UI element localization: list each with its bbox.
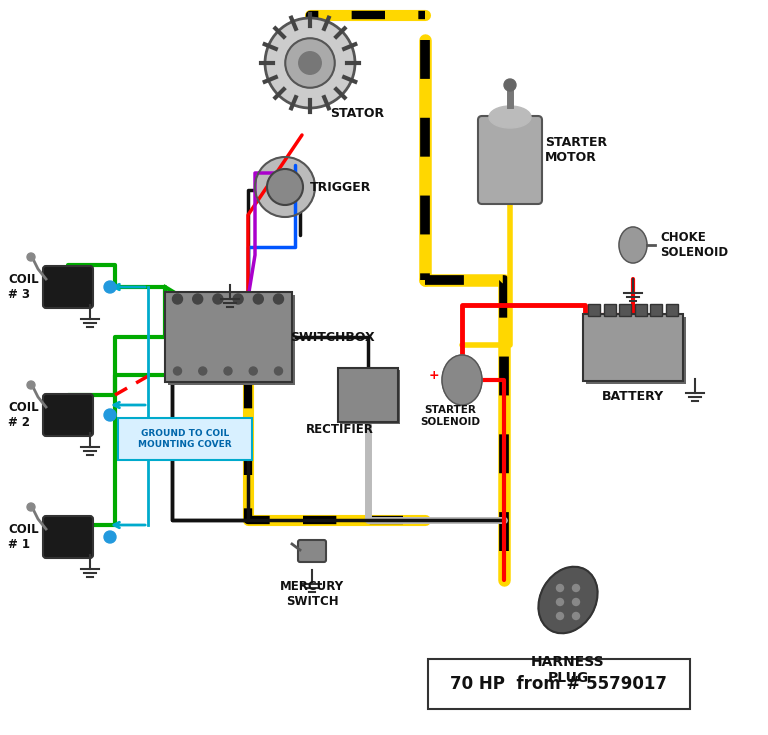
FancyBboxPatch shape [666, 304, 678, 315]
FancyBboxPatch shape [43, 516, 93, 558]
Circle shape [299, 51, 321, 74]
Circle shape [572, 598, 580, 606]
Circle shape [250, 367, 257, 375]
Circle shape [213, 294, 223, 304]
Circle shape [504, 79, 516, 91]
FancyBboxPatch shape [428, 659, 690, 709]
FancyBboxPatch shape [650, 304, 662, 315]
Text: COIL
# 3: COIL # 3 [8, 273, 38, 301]
Circle shape [557, 598, 564, 606]
Text: CHOKE
SOLENOID: CHOKE SOLENOID [660, 231, 728, 259]
Ellipse shape [489, 106, 531, 128]
Circle shape [199, 367, 207, 375]
Circle shape [253, 294, 263, 304]
FancyBboxPatch shape [340, 370, 400, 424]
FancyBboxPatch shape [588, 304, 600, 315]
Circle shape [557, 612, 564, 620]
FancyBboxPatch shape [338, 368, 398, 422]
FancyBboxPatch shape [298, 540, 326, 562]
Ellipse shape [442, 355, 482, 405]
Circle shape [27, 253, 35, 261]
FancyBboxPatch shape [118, 418, 252, 460]
Text: +: + [429, 368, 439, 381]
FancyBboxPatch shape [478, 116, 542, 204]
Text: 70 HP  from # 5579017: 70 HP from # 5579017 [451, 675, 667, 693]
Text: HARNESS
PLUG: HARNESS PLUG [531, 655, 605, 685]
Circle shape [104, 531, 116, 543]
Circle shape [274, 367, 283, 375]
Text: SWITCHBOX: SWITCHBOX [290, 331, 375, 343]
FancyBboxPatch shape [586, 317, 686, 384]
Ellipse shape [538, 567, 598, 634]
FancyBboxPatch shape [43, 394, 93, 436]
Circle shape [265, 18, 355, 108]
Text: GROUND TO COIL
MOUNTING COVER: GROUND TO COIL MOUNTING COVER [138, 429, 232, 448]
Circle shape [104, 281, 116, 293]
Text: TRIGGER: TRIGGER [310, 181, 372, 193]
Text: STATOR: STATOR [330, 107, 384, 120]
Text: MERCURY
SWITCH: MERCURY SWITCH [280, 580, 344, 608]
Circle shape [27, 503, 35, 511]
Circle shape [557, 584, 564, 592]
Text: BATTERY: BATTERY [602, 390, 664, 403]
Circle shape [174, 367, 181, 375]
Ellipse shape [619, 227, 647, 263]
Text: STARTER
SOLENOID: STARTER SOLENOID [420, 405, 480, 426]
FancyBboxPatch shape [635, 304, 647, 315]
Text: RECTIFIER: RECTIFIER [306, 423, 374, 436]
Circle shape [572, 584, 580, 592]
FancyBboxPatch shape [43, 266, 93, 308]
Circle shape [285, 38, 335, 87]
Circle shape [267, 169, 303, 205]
Circle shape [27, 381, 35, 389]
Circle shape [173, 294, 183, 304]
FancyBboxPatch shape [164, 292, 292, 382]
Circle shape [104, 409, 116, 421]
Text: COIL
# 2: COIL # 2 [8, 401, 38, 429]
FancyBboxPatch shape [619, 304, 631, 315]
FancyBboxPatch shape [167, 295, 294, 385]
Circle shape [273, 294, 283, 304]
Circle shape [255, 157, 315, 217]
FancyBboxPatch shape [583, 314, 683, 381]
Circle shape [233, 294, 243, 304]
Circle shape [572, 612, 580, 620]
Circle shape [224, 367, 232, 375]
Circle shape [193, 294, 203, 304]
FancyBboxPatch shape [604, 304, 616, 315]
Text: COIL
# 1: COIL # 1 [8, 523, 38, 551]
Text: STARTER
MOTOR: STARTER MOTOR [545, 136, 607, 164]
